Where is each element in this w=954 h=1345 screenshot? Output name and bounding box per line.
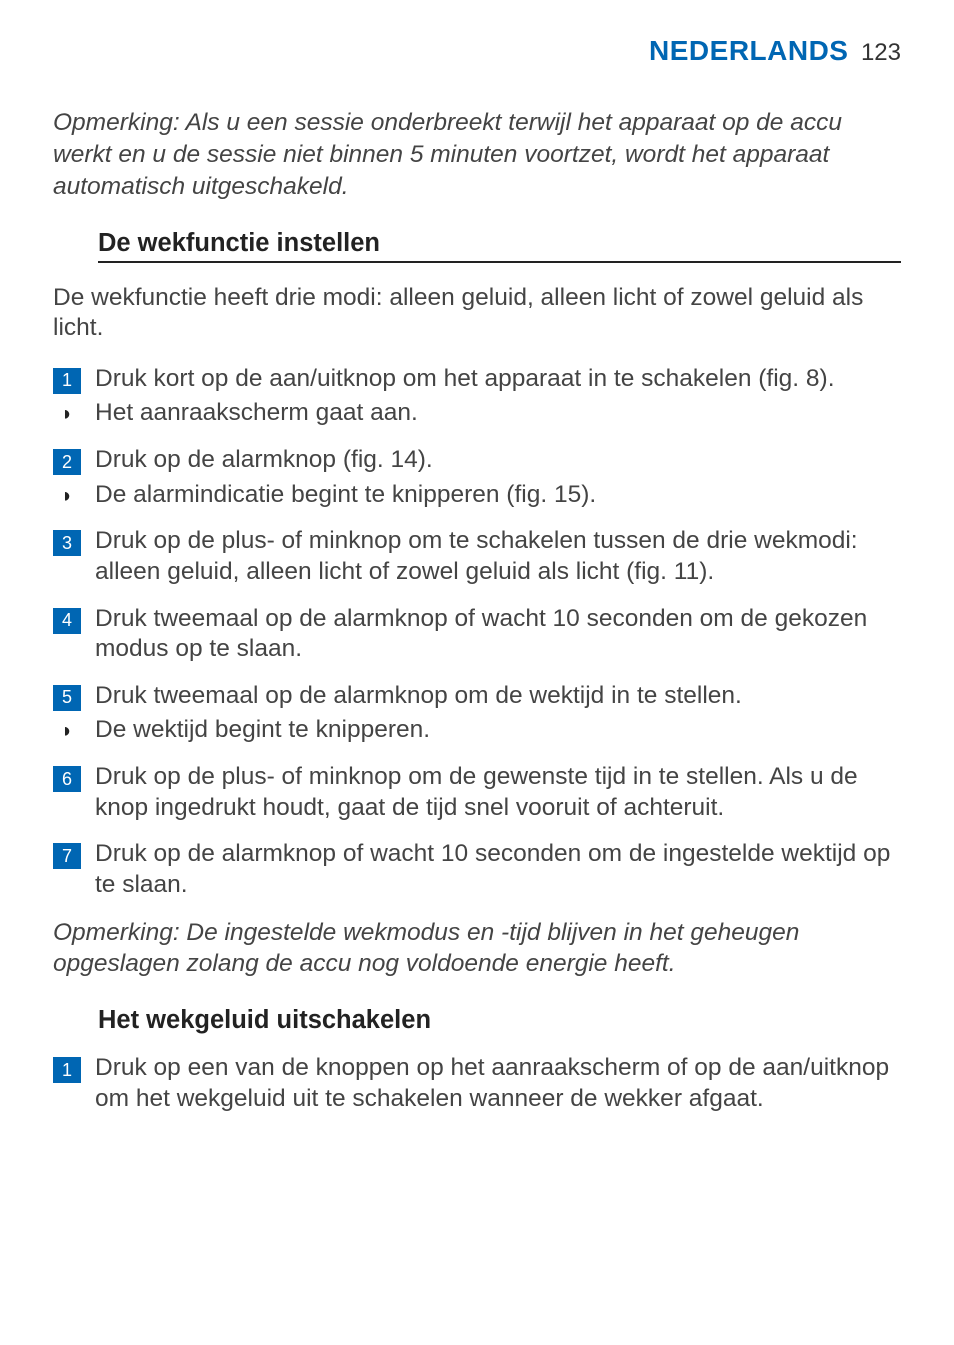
step-1: 1 Druk kort op de aan/uitknop om het app… — [53, 364, 901, 395]
result-arrow-icon: ◗ — [53, 403, 81, 426]
note-top: Opmerking: Als u een sessie onderbreekt … — [53, 107, 901, 203]
step-text: Druk op de plus- of minknop om de gewens… — [95, 762, 901, 823]
step-text: Druk op een van de knoppen op het aanraa… — [95, 1053, 901, 1114]
section2-title: Het wekgeluid uitschakelen — [98, 1006, 901, 1035]
step-badge: 2 — [53, 449, 81, 475]
result-text: De alarmindicatie begint te knipperen (f… — [95, 480, 901, 511]
language-label: NEDERLANDS — [649, 35, 848, 66]
step-1-result: ◗ Het aanraakscherm gaat aan. — [53, 398, 901, 429]
step-text: Druk op de alarmknop of wacht 10 seconde… — [95, 839, 901, 900]
step-badge: 6 — [53, 766, 81, 792]
step-badge: 3 — [53, 530, 81, 556]
step-badge: 4 — [53, 608, 81, 634]
step-text: Druk op de plus- of minknop om te schake… — [95, 526, 901, 587]
step-3: 3 Druk op de plus- of minknop om te scha… — [53, 526, 901, 587]
step-badge: 1 — [53, 1057, 81, 1083]
section1-intro: De wekfunctie heeft drie modi: alleen ge… — [53, 283, 901, 344]
result-text: Het aanraakscherm gaat aan. — [95, 398, 901, 429]
page-header: NEDERLANDS 123 — [53, 35, 901, 67]
section1-title: De wekfunctie instellen — [98, 229, 901, 263]
step-text: Druk op de alarmknop (fig. 14). — [95, 445, 901, 476]
step-6: 6 Druk op de plus- of minknop om de gewe… — [53, 762, 901, 823]
result-arrow-icon: ◗ — [53, 720, 81, 743]
step-badge: 5 — [53, 685, 81, 711]
section1-steps: 1 Druk kort op de aan/uitknop om het app… — [53, 364, 901, 901]
section2-steps: 1 Druk op een van de knoppen op het aanr… — [53, 1053, 901, 1114]
step-badge: 7 — [53, 843, 81, 869]
manual-page: NEDERLANDS 123 Opmerking: Als u een sess… — [0, 0, 954, 1190]
step-5-result: ◗ De wektijd begint te knipperen. — [53, 715, 901, 746]
step-badge: 1 — [53, 368, 81, 394]
page-number: 123 — [861, 39, 901, 66]
step-text: Druk tweemaal op de alarmknop om de wekt… — [95, 681, 901, 712]
step-4: 4 Druk tweemaal op de alarmknop of wacht… — [53, 604, 901, 665]
step-5: 5 Druk tweemaal op de alarmknop om de we… — [53, 681, 901, 712]
step-7: 7 Druk op de alarmknop of wacht 10 secon… — [53, 839, 901, 900]
step-text: Druk tweemaal op de alarmknop of wacht 1… — [95, 604, 901, 665]
result-arrow-icon: ◗ — [53, 485, 81, 508]
section2-step-1: 1 Druk op een van de knoppen op het aanr… — [53, 1053, 901, 1114]
step-text: Druk kort op de aan/uitknop om het appar… — [95, 364, 901, 395]
result-text: De wektijd begint te knipperen. — [95, 715, 901, 746]
note-bottom: Opmerking: De ingestelde wekmodus en -ti… — [53, 917, 901, 981]
step-2-result: ◗ De alarmindicatie begint te knipperen … — [53, 480, 901, 511]
step-2: 2 Druk op de alarmknop (fig. 14). — [53, 445, 901, 476]
